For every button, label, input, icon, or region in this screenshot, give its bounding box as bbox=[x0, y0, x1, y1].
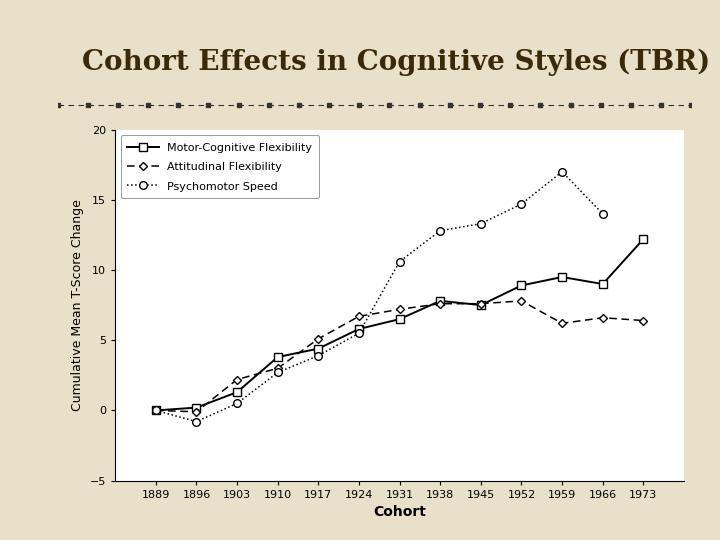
Attitudinal Flexibility bbox=[558, 320, 567, 327]
Psychomotor Speed bbox=[558, 168, 567, 175]
Motor-Cognitive Flexibility bbox=[477, 302, 485, 308]
Attitudinal Flexibility bbox=[598, 314, 607, 321]
Psychomotor Speed bbox=[355, 330, 364, 336]
Motor-Cognitive Flexibility bbox=[314, 346, 323, 352]
Motor-Cognitive Flexibility bbox=[517, 282, 526, 289]
Attitudinal Flexibility bbox=[233, 376, 241, 383]
Attitudinal Flexibility bbox=[395, 306, 404, 313]
Motor-Cognitive Flexibility bbox=[355, 326, 364, 332]
Psychomotor Speed bbox=[192, 418, 201, 425]
Psychomotor Speed bbox=[517, 201, 526, 207]
Psychomotor Speed bbox=[436, 227, 444, 234]
Y-axis label: Cumulative Mean T-Score Change: Cumulative Mean T-Score Change bbox=[71, 199, 84, 411]
Line: Psychomotor Speed: Psychomotor Speed bbox=[152, 168, 606, 426]
Attitudinal Flexibility bbox=[355, 313, 364, 320]
Attitudinal Flexibility bbox=[274, 365, 282, 372]
Psychomotor Speed bbox=[395, 258, 404, 265]
Motor-Cognitive Flexibility bbox=[639, 236, 648, 242]
Motor-Cognitive Flexibility bbox=[274, 354, 282, 360]
X-axis label: Cohort: Cohort bbox=[373, 505, 426, 519]
Line: Attitudinal Flexibility: Attitudinal Flexibility bbox=[153, 298, 647, 415]
Motor-Cognitive Flexibility bbox=[192, 404, 201, 411]
Attitudinal Flexibility bbox=[477, 300, 485, 307]
Motor-Cognitive Flexibility bbox=[151, 407, 160, 414]
Psychomotor Speed bbox=[274, 369, 282, 376]
Text: Cohort Effects in Cognitive Styles (TBR): Cohort Effects in Cognitive Styles (TBR) bbox=[82, 49, 710, 76]
Psychomotor Speed bbox=[151, 407, 160, 414]
Attitudinal Flexibility bbox=[639, 318, 648, 324]
Legend: Motor-Cognitive Flexibility, Attitudinal Flexibility, Psychomotor Speed: Motor-Cognitive Flexibility, Attitudinal… bbox=[121, 135, 319, 198]
Motor-Cognitive Flexibility bbox=[395, 316, 404, 322]
Psychomotor Speed bbox=[598, 211, 607, 217]
Attitudinal Flexibility bbox=[436, 300, 444, 307]
Attitudinal Flexibility bbox=[192, 409, 201, 415]
Motor-Cognitive Flexibility bbox=[558, 274, 567, 280]
Psychomotor Speed bbox=[314, 353, 323, 359]
Psychomotor Speed bbox=[233, 400, 241, 407]
Motor-Cognitive Flexibility bbox=[598, 281, 607, 287]
Line: Motor-Cognitive Flexibility: Motor-Cognitive Flexibility bbox=[152, 235, 647, 414]
Motor-Cognitive Flexibility bbox=[233, 389, 241, 395]
Psychomotor Speed bbox=[477, 220, 485, 227]
Attitudinal Flexibility bbox=[151, 407, 160, 414]
Motor-Cognitive Flexibility bbox=[436, 298, 444, 304]
Attitudinal Flexibility bbox=[314, 335, 323, 342]
Attitudinal Flexibility bbox=[517, 298, 526, 304]
